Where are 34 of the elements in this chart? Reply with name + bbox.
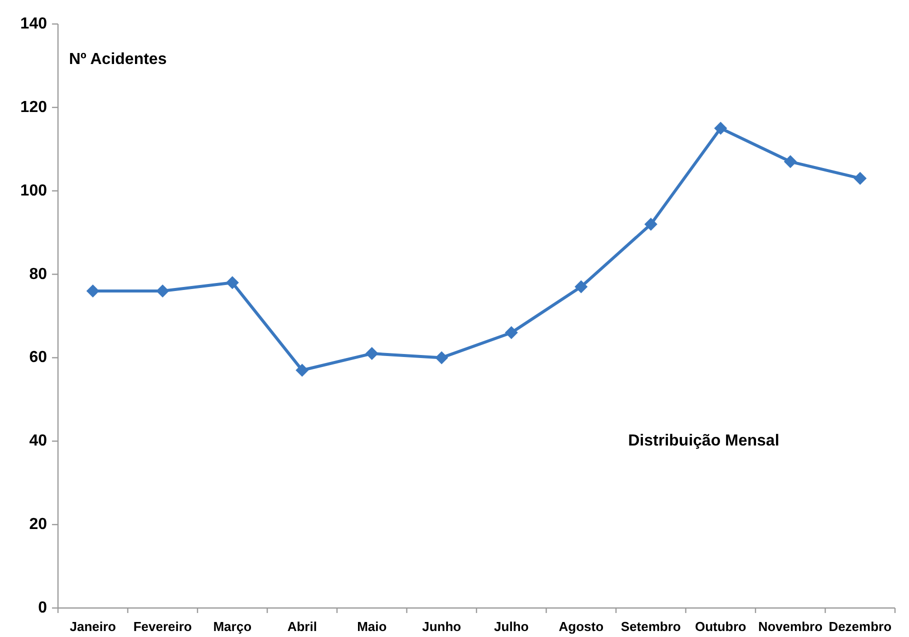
x-tick-label: Janeiro [70, 619, 116, 634]
x-tick-label: Dezembro [828, 619, 892, 634]
x-tick-label: Maio [357, 619, 387, 634]
y-tick-label: 20 [29, 516, 48, 534]
y-tick-label: 60 [29, 349, 48, 366]
point [365, 347, 378, 360]
point [854, 172, 867, 185]
point [574, 280, 588, 294]
point [504, 326, 518, 340]
y-axis-title: Nº Acidentes [69, 51, 167, 68]
x-tick-label: Fevereiro [133, 619, 192, 634]
point [296, 364, 309, 377]
point [644, 218, 658, 231]
y-tick-label: 140 [20, 16, 48, 32]
x-tick-label: Novembro [758, 619, 823, 634]
x-tick-label: Setembro [620, 619, 681, 634]
x-tick-label: Junho [422, 619, 462, 634]
point [714, 122, 728, 135]
point [86, 284, 100, 298]
point [784, 155, 797, 168]
x-tick-label: Outubro [694, 619, 746, 634]
x-tick-label: Julho [494, 619, 529, 634]
x-tick-label: Março [213, 619, 252, 634]
y-tick-label: 100 [20, 182, 48, 200]
point [226, 276, 239, 290]
point [435, 351, 448, 364]
x-tick-label: Abril [287, 619, 317, 634]
y-tick-label: 80 [29, 266, 48, 283]
point [156, 284, 170, 298]
text: Distribuição Mensal [628, 432, 780, 450]
y-tick-label: 120 [20, 98, 48, 116]
x-tick-label: Agosto [558, 619, 604, 634]
y-tick-label: 0 [38, 600, 48, 616]
y-tick-label: 40 [29, 432, 48, 450]
